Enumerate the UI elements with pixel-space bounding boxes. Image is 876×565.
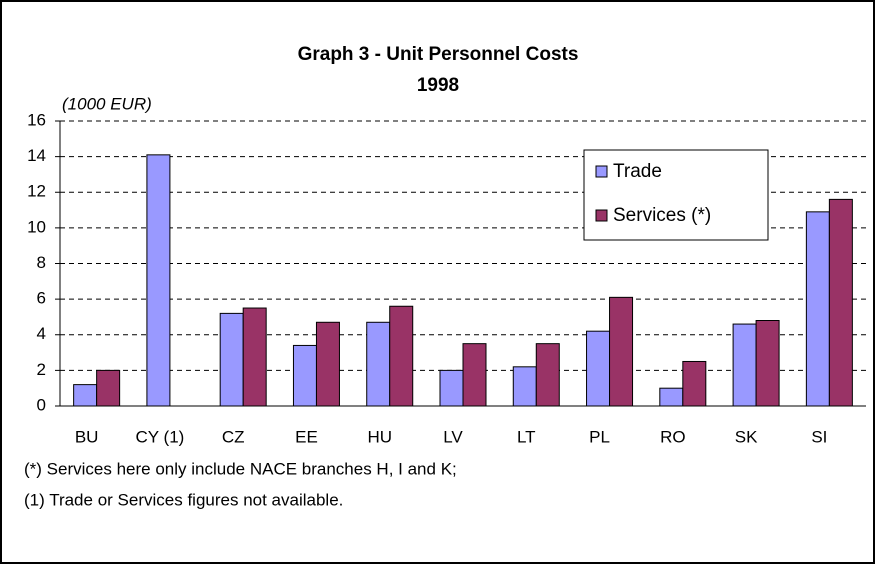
bar xyxy=(535,343,560,407)
bar xyxy=(242,307,267,407)
footnote: (1) Trade or Services figures not availa… xyxy=(24,490,343,509)
legend-swatch xyxy=(595,165,608,178)
x-tick-label: EE xyxy=(295,427,318,446)
y-tick-label: 0 xyxy=(37,395,46,414)
x-tick-label: HU xyxy=(367,427,392,446)
chart-subtitle: 1998 xyxy=(417,75,459,96)
legend-swatch xyxy=(595,209,608,222)
y-tick-label: 10 xyxy=(27,217,46,236)
chart-title: Graph 3 - Unit Personnel Costs xyxy=(298,44,579,65)
bar xyxy=(586,330,611,407)
y-tick-label: 12 xyxy=(27,182,46,201)
y-tick-label: 14 xyxy=(27,146,46,165)
bar xyxy=(755,320,780,407)
y-tick-label: 16 xyxy=(27,110,46,129)
footnote: (*) Services here only include NACE bran… xyxy=(24,459,457,478)
y-unit-label: (1000 EUR) xyxy=(62,94,152,113)
x-tick-label: BU xyxy=(75,427,99,446)
bar xyxy=(609,296,634,407)
bar xyxy=(146,154,171,407)
legend-label: Services (*) xyxy=(613,205,711,226)
bar xyxy=(219,312,244,407)
bar xyxy=(439,369,464,407)
bar xyxy=(732,323,757,407)
bar xyxy=(462,343,487,407)
bar xyxy=(73,384,98,407)
y-tick-label: 2 xyxy=(37,360,46,379)
bar xyxy=(828,198,853,407)
bar xyxy=(292,344,317,407)
bar xyxy=(805,211,830,407)
x-tick-label: LV xyxy=(443,427,463,446)
legend-box xyxy=(583,149,769,241)
y-tick-label: 8 xyxy=(37,253,46,272)
y-tick-label: 4 xyxy=(37,324,46,343)
bar xyxy=(659,387,684,407)
bar xyxy=(389,305,414,407)
x-tick-label: LT xyxy=(517,427,536,446)
x-tick-label: SK xyxy=(735,427,758,446)
x-tick-label: CZ xyxy=(222,427,245,446)
x-tick-label: CY (1) xyxy=(136,427,185,446)
bar xyxy=(315,321,340,407)
legend-label: Trade xyxy=(613,161,662,182)
bar xyxy=(682,360,707,407)
bar xyxy=(512,366,537,407)
bar xyxy=(366,321,391,407)
y-tick-label: 6 xyxy=(37,289,46,308)
x-tick-label: PL xyxy=(589,427,610,446)
x-tick-label: SI xyxy=(811,427,827,446)
x-tick-label: RO xyxy=(660,427,686,446)
bar xyxy=(96,369,121,407)
